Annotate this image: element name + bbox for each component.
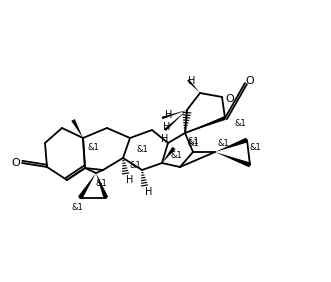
Polygon shape [215, 138, 248, 152]
Text: &1: &1 [129, 162, 141, 171]
Polygon shape [164, 110, 187, 131]
Text: &1: &1 [136, 146, 148, 155]
Text: &1: &1 [95, 179, 107, 188]
Text: H: H [163, 122, 171, 132]
Text: &1: &1 [87, 144, 99, 153]
Text: H: H [126, 175, 134, 185]
Text: &1: &1 [249, 144, 261, 153]
Polygon shape [96, 173, 108, 199]
Polygon shape [215, 152, 251, 167]
Polygon shape [185, 116, 226, 133]
Text: O: O [12, 158, 21, 168]
Text: H: H [161, 134, 169, 144]
Text: H: H [145, 187, 153, 197]
Text: &1: &1 [234, 118, 246, 127]
Text: O: O [246, 76, 255, 86]
Text: H: H [188, 76, 196, 86]
Text: &1: &1 [71, 204, 83, 213]
Text: &1: &1 [170, 151, 182, 160]
Text: &1: &1 [187, 138, 199, 147]
Text: H: H [165, 110, 173, 120]
Polygon shape [71, 119, 83, 138]
Polygon shape [162, 110, 187, 119]
Text: &1: &1 [217, 140, 229, 149]
Polygon shape [162, 147, 175, 163]
Text: O: O [226, 94, 234, 104]
Polygon shape [187, 79, 200, 93]
Text: &1: &1 [187, 136, 199, 146]
Polygon shape [78, 173, 96, 199]
